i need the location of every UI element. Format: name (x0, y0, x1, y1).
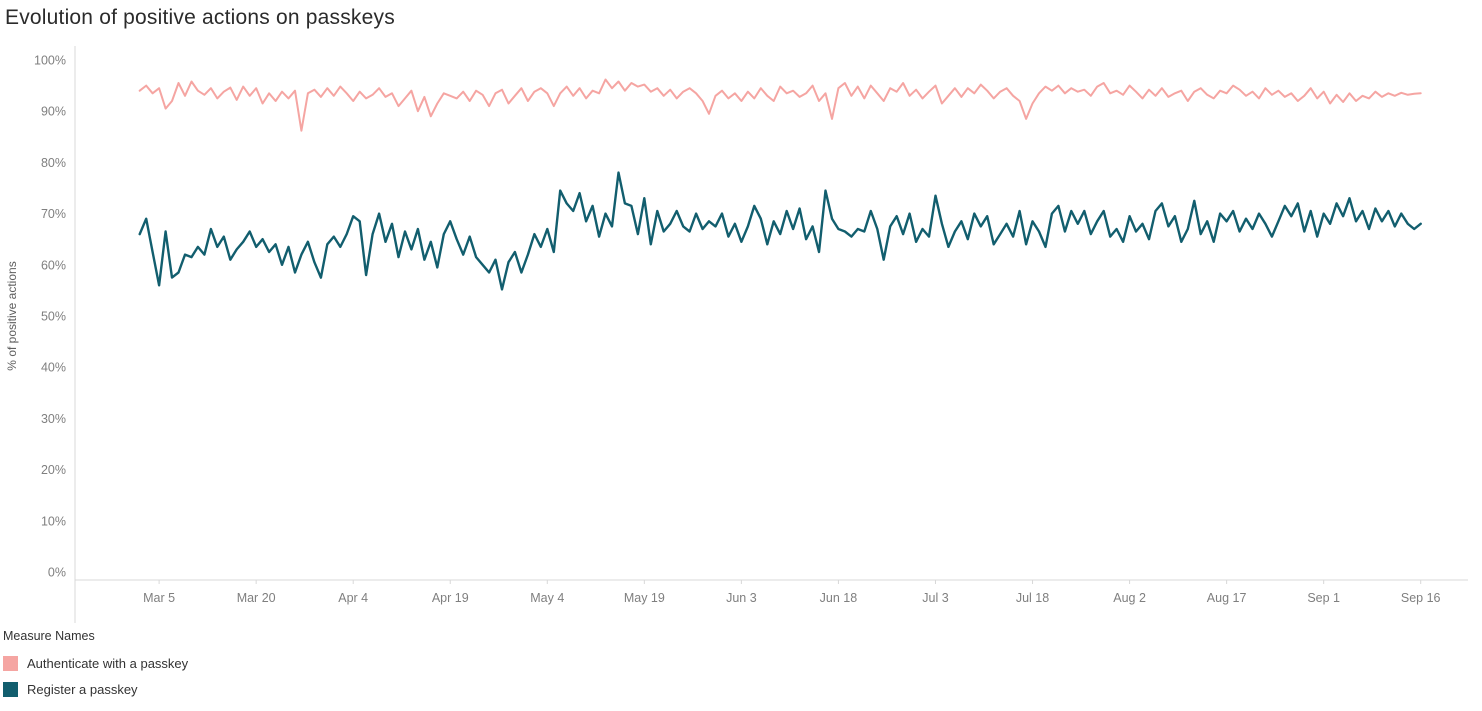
x-tick-label: Aug 2 (1113, 591, 1146, 605)
y-axis-title: % of positive actions (5, 261, 19, 370)
series-line-authenticate[interactable] (138, 78, 1422, 132)
x-tick-label: Aug 17 (1207, 591, 1247, 605)
x-tick-label: Jun 18 (820, 591, 858, 605)
x-tick-label: Jun 3 (726, 591, 757, 605)
series-line-register[interactable] (138, 171, 1422, 291)
y-tick-label: 60% (41, 258, 66, 272)
x-tick-label: Jul 3 (922, 591, 948, 605)
y-tick-label: 0% (48, 566, 66, 580)
y-tick-label: 50% (41, 310, 66, 324)
y-tick-label: 100% (34, 54, 66, 68)
x-tick-label: Jul 18 (1016, 591, 1049, 605)
legend-swatch-authenticate (3, 655, 18, 671)
y-tick-label: 70% (41, 207, 66, 221)
legend: Measure Names Authenticate with a passke… (3, 629, 188, 702)
y-tick-label: 90% (41, 105, 66, 119)
legend-label-register: Register a passkey (27, 681, 138, 697)
y-tick-label: 80% (41, 156, 66, 170)
y-tick-label: 10% (41, 514, 66, 528)
line-chart[interactable]: 0% 10% 20% 30% 40% 50% 60% 70% 80% 90% 100% Mar 5 Ma… (0, 0, 1482, 626)
legend-item-authenticate[interactable]: Authenticate with a passkey (3, 650, 188, 676)
y-tick-label: 20% (41, 463, 66, 477)
legend-title: Measure Names (3, 629, 95, 643)
x-tick-label: Apr 4 (338, 591, 368, 605)
y-tick-label: 30% (41, 412, 66, 426)
x-tick-label: Mar 5 (143, 591, 175, 605)
x-tick-label: Sep 1 (1307, 591, 1340, 605)
y-tick-label: 40% (41, 361, 66, 375)
legend-swatch-register (3, 681, 18, 697)
x-tick-label: Apr 19 (432, 591, 469, 605)
x-tick-label: Sep 16 (1401, 591, 1441, 605)
x-tick-label: May 4 (530, 591, 564, 605)
legend-item-register[interactable]: Register a passkey (3, 676, 188, 702)
x-tick-label: Mar 20 (237, 591, 276, 605)
legend-label-authenticate: Authenticate with a passkey (27, 655, 189, 671)
x-tick-label: May 19 (624, 591, 665, 605)
page-title: Evolution of positive actions on passkey… (5, 6, 395, 29)
